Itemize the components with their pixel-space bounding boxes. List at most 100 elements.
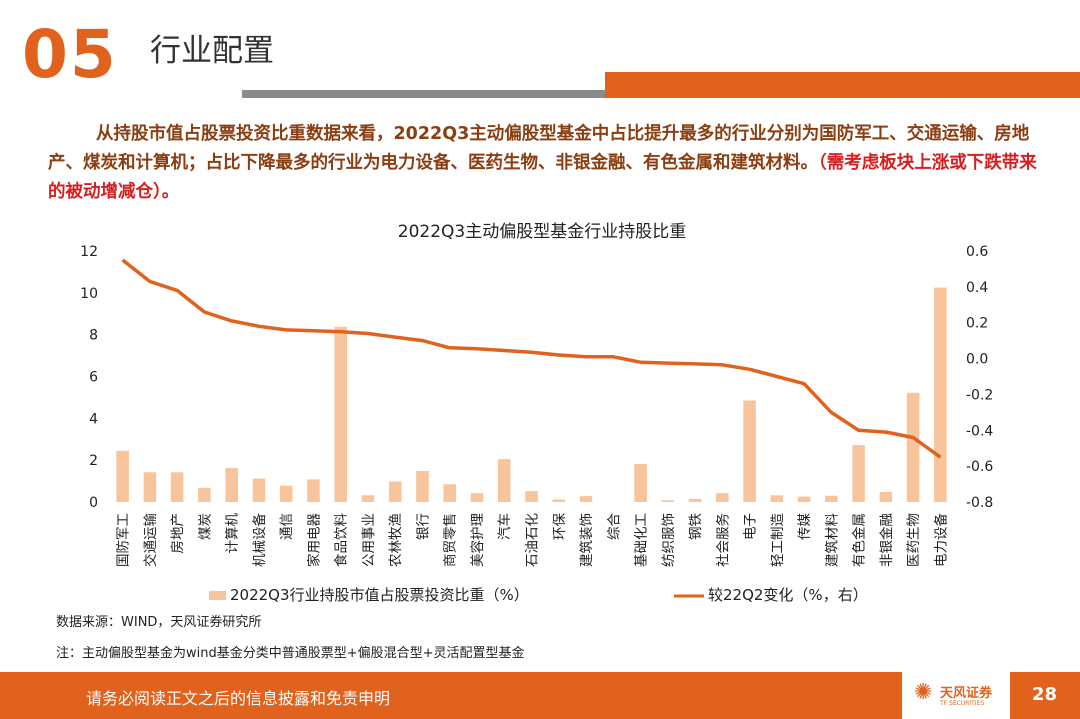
- bar-series: [116, 287, 947, 502]
- left-tick-label: 8: [89, 328, 98, 344]
- bar: [416, 471, 429, 502]
- category-label: 房地产: [170, 513, 186, 554]
- right-tick-label: -0.4: [966, 423, 993, 439]
- chart-legend: 2022Q3行业持股市值占股票投资比重（%） 较22Q2变化（%，右）: [209, 586, 868, 604]
- bar: [716, 493, 729, 502]
- bar: [334, 326, 347, 502]
- category-label: 轻工制造: [770, 513, 786, 567]
- category-label: 电子: [743, 513, 759, 540]
- bar: [579, 496, 593, 502]
- right-tick-label: -0.6: [966, 459, 993, 475]
- footnote: 注：主动偏股型基金为wind基金分类中普通股票型+偏股混合型+灵活配置型基金: [56, 646, 525, 661]
- legend-bar-label: 2022Q3行业持股市值占股票投资比重（%）: [230, 586, 529, 604]
- right-tick-label: 0.6: [966, 244, 988, 260]
- category-label: 商贸零售: [443, 513, 459, 567]
- legend-line-label: 较22Q2变化（%，右）: [708, 586, 868, 604]
- bar: [388, 481, 402, 502]
- disclaimer-text: 请务必阅读正文之后的信息披露和免责申明: [86, 689, 391, 708]
- bar: [852, 445, 865, 502]
- brand-badge: ✺ 天风证券 TF SECURITIES: [902, 672, 1010, 719]
- category-label: 通信: [279, 513, 295, 540]
- bar: [225, 468, 238, 502]
- category-label: 非银金融: [879, 513, 895, 567]
- category-label: 计算机: [225, 513, 241, 554]
- right-axis: -0.8 -0.6 -0.4 -0.2 0.0 0.2 0.4 0.6: [966, 244, 993, 511]
- brand-subtitle: TF SECURITIES: [940, 700, 985, 707]
- summary-text: 从持股市值占股票投资比重数据来看，2022Q3主动偏股型基金中占比提升最多的行业…: [48, 124, 1030, 173]
- bar: [661, 500, 675, 502]
- category-label: 有色金属: [851, 513, 868, 567]
- line-series: [121, 258, 942, 459]
- category-label: 煤炭: [197, 513, 213, 540]
- category-label: 国防军工: [116, 513, 132, 567]
- data-source: 数据来源：WIND，天风证券研究所: [56, 615, 262, 630]
- category-label: 美容护理: [469, 513, 486, 567]
- category-label: 环保: [552, 513, 568, 541]
- bar: [634, 463, 647, 502]
- bar: [170, 472, 184, 502]
- bar: [307, 479, 320, 502]
- bar: [525, 491, 538, 502]
- bar: [688, 498, 702, 502]
- right-tick-label: -0.8: [966, 495, 993, 511]
- right-tick-label: 0.2: [966, 316, 988, 332]
- category-axis: 国防军工 交通运输 房地产 煤炭 计算机 机械设备 通信 家用电器 食品饮料 公用事业 农林牧渔 银行…: [116, 513, 950, 568]
- left-tick-label: 0: [89, 495, 98, 511]
- left-tick-label: 2: [89, 453, 98, 469]
- category-label: 建筑材料: [824, 513, 840, 567]
- right-tick-label: 0.0: [966, 352, 988, 368]
- section-title: 行业配置: [150, 33, 274, 69]
- brand-name: 天风证券: [940, 686, 993, 701]
- category-label: 社会服务: [715, 513, 731, 567]
- brand-logo-icon: ✺: [914, 680, 933, 705]
- left-tick-label: 10: [80, 286, 98, 302]
- bar: [552, 499, 566, 502]
- category-label: 电力设备: [932, 513, 949, 567]
- summary-note: （需考虑板块上涨或下跌带来的被动增减仓）。: [48, 153, 1037, 202]
- page-footer: 请务必阅读正文之后的信息披露和免责申明 ✺ 天风证券 TF SECURITIES…: [0, 672, 1080, 719]
- summary-paragraph: 从持股市值占股票投资比重数据来看，2022Q3主动偏股型基金中占比提升最多的行业…: [48, 120, 1048, 207]
- category-label: 传媒: [797, 513, 813, 541]
- bar: [143, 472, 157, 502]
- category-label: 银行: [416, 513, 432, 540]
- header-accent-bar: [605, 72, 1080, 98]
- bar: [825, 495, 838, 502]
- bar: [879, 491, 893, 502]
- category-label: 基础化工: [633, 513, 650, 567]
- category-label: 石油石化: [525, 513, 541, 567]
- right-tick-label: 0.4: [966, 280, 988, 296]
- category-label: 机械设备: [251, 513, 268, 567]
- bar: [934, 287, 947, 502]
- bar: [743, 400, 756, 502]
- bar: [361, 495, 375, 502]
- category-label: 钢铁: [688, 513, 704, 541]
- left-tick-label: 12: [80, 244, 98, 260]
- section-number: 05: [22, 16, 118, 93]
- bar: [198, 487, 211, 502]
- left-axis: 0 2 4 6 8 10 12: [80, 244, 98, 511]
- bar: [797, 496, 811, 502]
- category-label: 家用电器: [305, 513, 322, 567]
- right-tick-label: -0.2: [966, 387, 993, 403]
- category-label: 建筑装饰: [579, 513, 595, 567]
- left-tick-label: 4: [89, 411, 98, 427]
- bar: [443, 484, 456, 502]
- bar: [770, 495, 784, 502]
- category-label: 综合: [606, 513, 622, 541]
- category-label: 纺织服饰: [661, 513, 677, 567]
- change-line: [121, 258, 942, 459]
- category-label: 汽车: [496, 513, 513, 540]
- left-tick-label: 6: [89, 370, 98, 386]
- bar: [906, 392, 920, 502]
- bar: [252, 478, 266, 502]
- page-number: 28: [1032, 684, 1058, 705]
- bar: [279, 485, 293, 502]
- category-label: 农林牧渔: [388, 513, 404, 567]
- chart-title: 2022Q3主动偏股型基金行业持股比重: [398, 222, 686, 242]
- bar: [497, 459, 511, 502]
- bar: [470, 493, 484, 502]
- category-label: 医药生物: [906, 513, 922, 567]
- category-label: 公用事业: [361, 513, 377, 567]
- category-label: 交通运输: [142, 513, 159, 567]
